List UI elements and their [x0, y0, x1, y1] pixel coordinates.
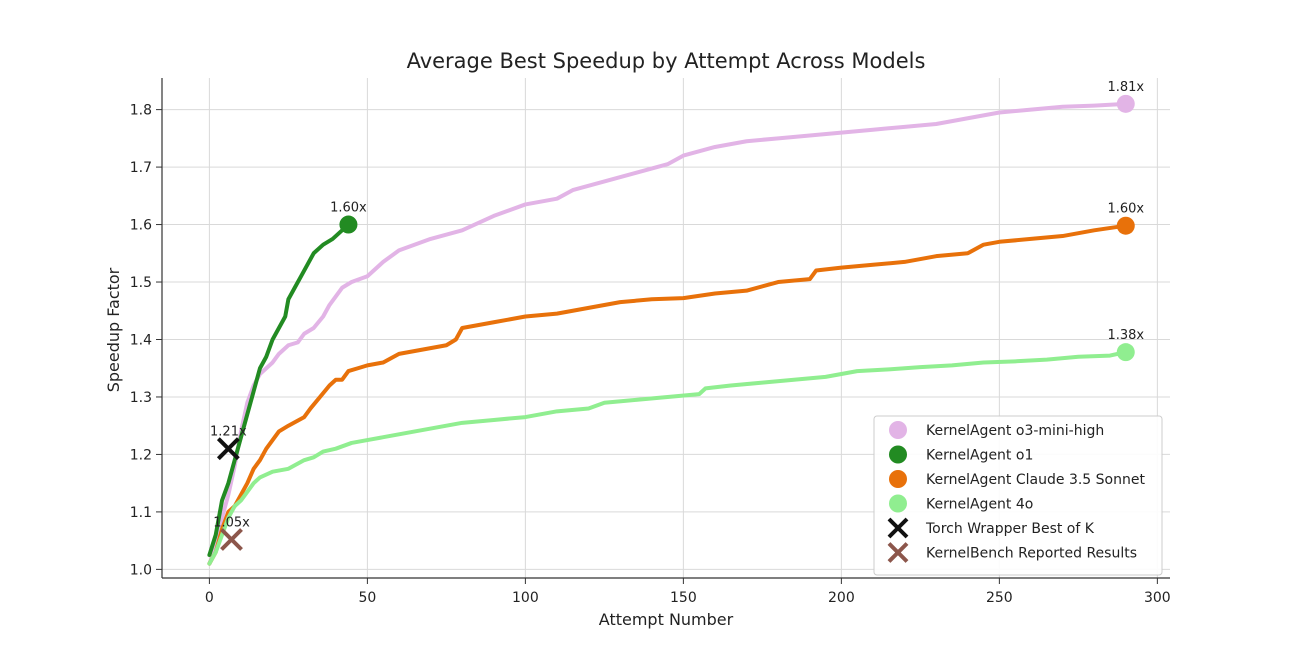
series-end-point-2: [1116, 216, 1135, 235]
x-tick-label: 150: [670, 590, 697, 606]
series-end-label-0: 1.81x: [1107, 80, 1144, 95]
legend-label-0: KernelAgent o3-mini-high: [926, 423, 1104, 439]
legend-swatch-0: [889, 421, 907, 439]
series-end-label-1: 1.60x: [330, 201, 367, 216]
legend-swatch-2: [889, 470, 907, 488]
series-end-point-0: [1116, 94, 1135, 113]
legend: KernelAgent o3-mini-high KernelAgent o1 Ke…: [873, 415, 1163, 576]
marker-point-1: [220, 528, 243, 551]
y-tick-label: 1.4: [130, 332, 152, 348]
x-tick-label: 0: [205, 590, 214, 606]
chart-title: Average Best Speedup by Attempt Across M…: [407, 49, 926, 73]
series-end-point-3: [1116, 343, 1135, 362]
legend-marker-label-0: Torch Wrapper Best of K: [925, 521, 1095, 537]
y-tick-label: 1.7: [130, 160, 152, 176]
marker-label-0: 1.21x: [210, 425, 247, 440]
y-tick-label: 1.5: [130, 275, 152, 291]
x-tick-label: 50: [358, 590, 376, 606]
series-line-3: [207, 350, 1128, 566]
x-axis-title: Attempt Number: [599, 610, 734, 629]
y-tick-label: 1.0: [130, 562, 152, 578]
legend-swatch-1: [889, 445, 907, 464]
x-tick-label: 200: [828, 590, 855, 606]
x-tick-label: 300: [1144, 590, 1171, 606]
y-axis-title: Speedup Factor: [104, 267, 123, 392]
legend-label-3: KernelAgent 4o: [926, 497, 1033, 513]
marker-label-1: 1.05x: [213, 515, 250, 530]
legend-label-1: KernelAgent o1: [926, 448, 1033, 464]
legend-label-2: KernelAgent Claude 3.5 Sonnet: [926, 472, 1145, 488]
marker-point-0: [216, 437, 240, 461]
series-line-2: [207, 223, 1128, 566]
series-end-point-1: [339, 215, 358, 234]
legend-swatch-3: [889, 494, 907, 513]
series-lines: [207, 101, 1128, 566]
axes: 0 50 100 150 200 250 300 1.0 1.1 1.2 1.3 1.4 1.5 1.6 1…: [130, 78, 1171, 606]
legend-marker-label-1: KernelBench Reported Results: [926, 546, 1137, 562]
y-tick-label: 1.6: [130, 218, 152, 234]
legend-marker-swatch-0: [887, 517, 909, 539]
x-tick-label: 100: [512, 590, 539, 606]
legend-marker-swatch-1: [887, 542, 909, 563]
series-end-label-2: 1.60x: [1107, 202, 1144, 217]
series-end-label-3: 1.38x: [1107, 328, 1144, 343]
x-tick-label: 250: [986, 590, 1013, 606]
y-tick-label: 1.1: [130, 505, 152, 521]
series-line-1: [207, 222, 351, 558]
y-tick-label: 1.2: [130, 447, 152, 463]
y-tick-label: 1.3: [130, 390, 152, 406]
series-marks: 1.81x 1.60x 1.60x 1.38x 1.21x 1.05x: [210, 80, 1144, 551]
legend-box: [873, 415, 1163, 576]
y-tick-label: 1.8: [130, 103, 152, 119]
